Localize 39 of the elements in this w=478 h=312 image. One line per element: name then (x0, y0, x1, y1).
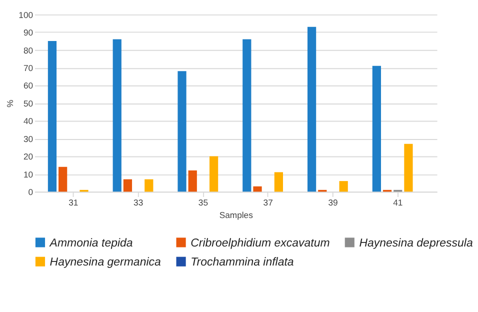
legend-label: Cribroelphidium excavatum (190, 237, 330, 250)
x-tick-label: 37 (263, 198, 274, 208)
bar (307, 26, 316, 192)
bar (339, 181, 348, 192)
y-tick-label: 100 (18, 10, 34, 20)
bar (123, 179, 132, 192)
bar (188, 170, 197, 192)
y-tick-label: 60 (23, 80, 34, 91)
legend-label: Trochammina inflata (190, 256, 294, 268)
bar (48, 41, 57, 192)
y-tick-label: 90 (23, 28, 34, 38)
bar (404, 144, 413, 192)
x-tick-label: 31 (68, 198, 78, 208)
x-tick-label: 41 (393, 198, 403, 208)
bar (209, 156, 218, 192)
y-tick-label: 70 (23, 62, 34, 73)
x-tick-label: 35 (198, 198, 208, 208)
y-tick-label: 20 (23, 152, 34, 162)
x-tick-label: 33 (134, 198, 144, 208)
legend-label: Haynesina depressula (359, 237, 473, 250)
bar (58, 166, 68, 192)
y-tick-label: 10 (23, 169, 34, 180)
y-tick-label: 30 (23, 134, 34, 144)
bar (112, 39, 122, 192)
y-tick-label: 40 (23, 116, 34, 126)
legend-label: Haynesina germanica (50, 256, 161, 268)
bar (372, 66, 381, 192)
y-tick-label: 0 (28, 187, 34, 198)
y-tick-label: 80 (23, 45, 34, 56)
x-tick-label: 39 (328, 198, 338, 208)
bar (242, 39, 252, 192)
y-axis-title: % (4, 99, 15, 108)
bar (274, 172, 283, 192)
bar (144, 179, 154, 192)
x-axis-title: Samples (219, 210, 253, 220)
legend-label: Ammonia tepida (48, 237, 133, 250)
bar (178, 71, 186, 192)
y-tick-label: 50 (23, 98, 34, 108)
bar (253, 186, 262, 192)
